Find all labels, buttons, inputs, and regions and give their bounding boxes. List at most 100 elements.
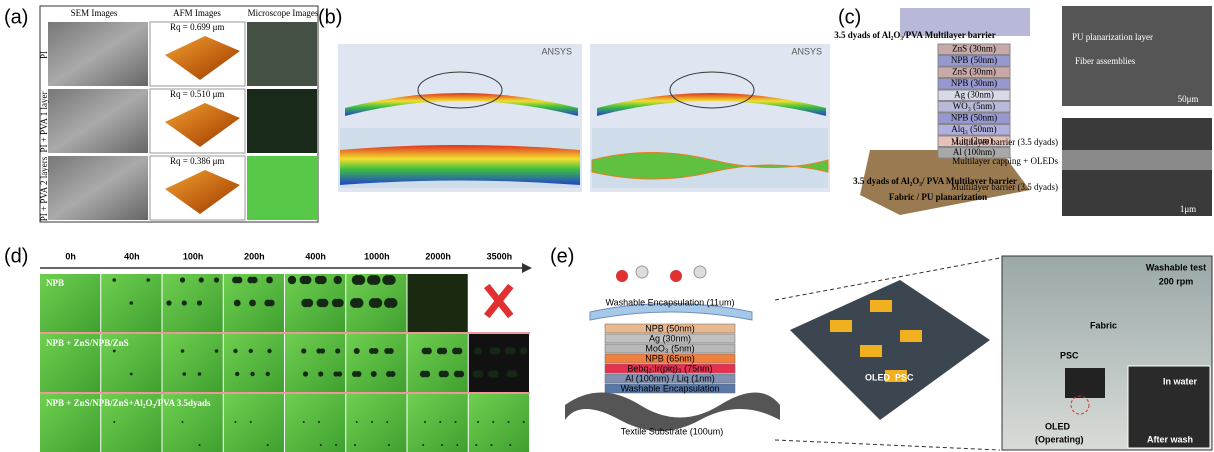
- time-label: 40h: [124, 251, 140, 261]
- defect: [146, 278, 151, 282]
- substrate-label: Fabric / PU planarization: [889, 192, 987, 202]
- panel-label: (e): [550, 245, 574, 267]
- defect: [474, 347, 482, 355]
- defect: [335, 444, 337, 446]
- photo-label: (Operating): [1035, 434, 1084, 444]
- defect: [319, 444, 322, 446]
- defect: [180, 349, 185, 353]
- microscope-cell: [407, 394, 468, 452]
- defect: [113, 421, 116, 423]
- defect: [440, 347, 448, 355]
- software: ANSYS: [541, 46, 572, 56]
- layer-label: Al (100nm): [953, 147, 995, 157]
- afm-surface: [165, 170, 240, 214]
- zoom-layer: [340, 145, 580, 185]
- defect: [198, 444, 201, 446]
- defect: [129, 301, 134, 305]
- defect: [475, 444, 478, 446]
- panel-label: (d): [4, 245, 28, 267]
- device: [860, 345, 882, 357]
- defect: [129, 372, 133, 376]
- microscope-cell: [223, 334, 284, 392]
- layer-label: Washable Encapsulation (11um): [605, 297, 734, 307]
- molecule: [670, 270, 682, 282]
- row-label: NPB: [46, 278, 64, 288]
- zoom-circle: [417, 71, 503, 109]
- defect: [386, 421, 389, 423]
- defect: [475, 370, 484, 378]
- sem-image: [48, 22, 148, 86]
- layer-label: MoO₃ (5nm): [645, 343, 694, 353]
- defect: [491, 370, 499, 378]
- row-label: PI + PVA 2 layers: [39, 156, 49, 221]
- microscope-cell: [407, 334, 468, 392]
- defect: [318, 421, 320, 423]
- defect: [250, 371, 255, 377]
- photo-label: Fabric: [1090, 320, 1117, 330]
- layer-label: WO₃ (5nm): [953, 101, 995, 111]
- sem-label: Fiber assemblies: [1075, 56, 1136, 66]
- sem-label: Multilayer barrier (3.5 dyads): [951, 182, 1058, 192]
- defect: [372, 348, 379, 354]
- photo-label: 200 rpm: [1159, 276, 1194, 286]
- layer-label: NPB (30nm): [951, 78, 997, 88]
- inset: [1127, 365, 1211, 449]
- defect: [385, 275, 396, 285]
- defect: [354, 444, 356, 446]
- sem-image: [1062, 6, 1212, 106]
- time-label: 400h: [305, 251, 326, 261]
- device: [885, 370, 907, 382]
- callout: [774, 439, 1001, 451]
- defect: [213, 277, 220, 283]
- encapsulation: [589, 303, 753, 321]
- defect: [181, 300, 187, 306]
- defect: [355, 371, 362, 377]
- defect: [197, 372, 202, 376]
- defect: [355, 421, 358, 423]
- defect: [112, 349, 116, 353]
- defect: [370, 371, 377, 377]
- deformed-layer: [345, 93, 578, 116]
- defect: [507, 421, 510, 423]
- defect: [303, 275, 312, 285]
- sem-layer: [1062, 150, 1212, 170]
- defect: [214, 349, 219, 353]
- microscope-cell: [162, 274, 223, 332]
- defect: [266, 444, 269, 446]
- layer-label: NPB (65nm): [645, 353, 695, 363]
- header: AFM Images: [173, 8, 221, 18]
- panel-b: (b) ANSYS ANSYS: [318, 6, 830, 192]
- layer-label: Liq (2nm): [956, 136, 993, 146]
- defect: [492, 421, 495, 423]
- cross: [484, 283, 514, 319]
- afm-surface: [165, 36, 240, 80]
- header: SEM Images: [71, 8, 118, 18]
- substrate-label: Textile Substrate (100um): [621, 426, 724, 436]
- photo-label: OLED: [1045, 421, 1071, 431]
- defect: [196, 300, 203, 306]
- layer: [604, 363, 736, 374]
- defect: [333, 275, 342, 285]
- layer-label: Bebq₂:Ir(piq)₃ (75nm): [627, 363, 712, 373]
- defect: [267, 348, 272, 354]
- time-label: 1000h: [364, 251, 390, 261]
- time-label: 3500h: [487, 251, 513, 261]
- defect: [319, 348, 326, 354]
- defect: [456, 444, 459, 446]
- microscope-cell: [346, 334, 407, 392]
- defect: [353, 348, 360, 354]
- panel-d: (d) 0h 40h 100h 200h 400h 1000h 2000h 3500h NPB N…: [4, 245, 532, 452]
- defect: [422, 444, 425, 446]
- defect: [442, 370, 449, 378]
- sample: [1065, 368, 1105, 398]
- microscope-cell: [162, 394, 223, 452]
- microscope-image: [247, 22, 317, 86]
- layer: [604, 323, 736, 334]
- panel-label: (c): [838, 6, 861, 28]
- panel-e: (e) Washable Encapsulation (11um) NPB (50…: [550, 245, 1213, 451]
- network-label: OLED: [865, 372, 891, 382]
- layer-label: NPB (50nm): [951, 113, 997, 123]
- microscope-cell: [40, 394, 101, 452]
- defect: [249, 421, 252, 423]
